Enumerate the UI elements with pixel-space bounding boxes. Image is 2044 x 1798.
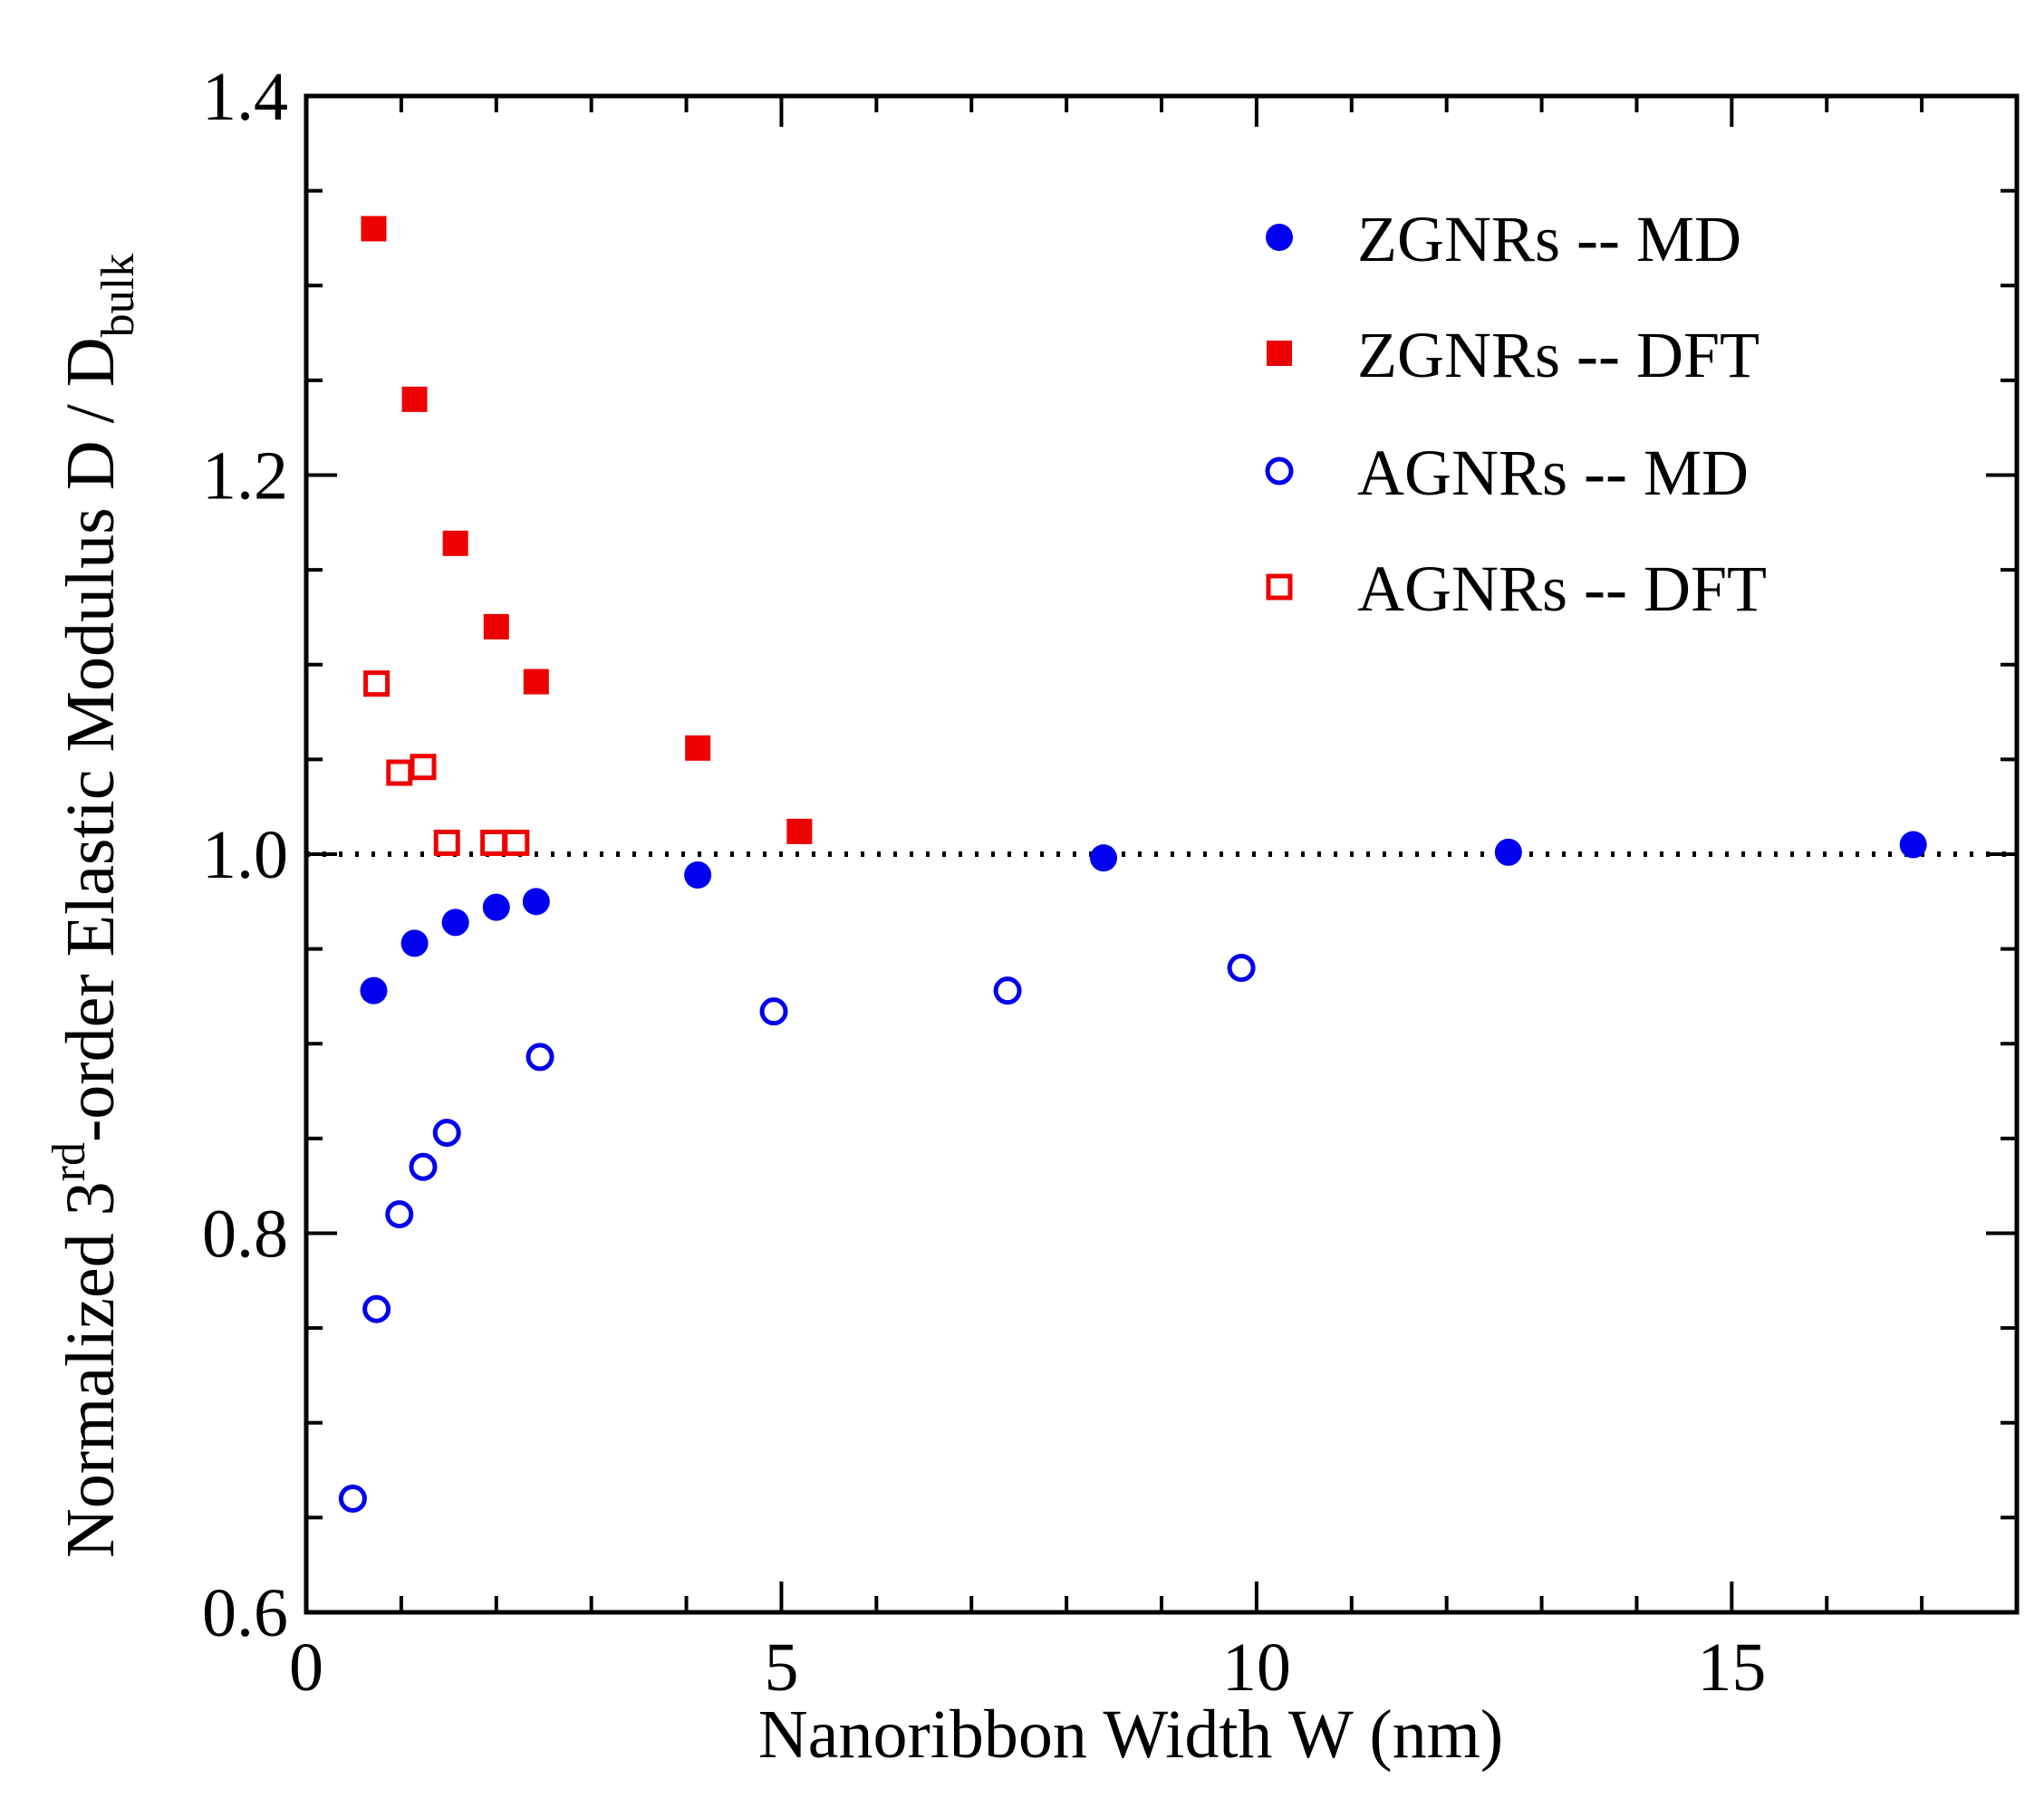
legend-label: ZGNRs -- DFT: [1357, 319, 1760, 391]
x-tick-label: 0: [289, 1630, 323, 1706]
data-point: [362, 1294, 391, 1323]
ticks-layer: 0 5 10 15 0.6 0.8 1.0 1.2 1.4: [202, 59, 2017, 1706]
legend-entry: ZGNRs -- MD: [1266, 203, 1741, 275]
data-point: [993, 976, 1022, 1005]
data-point: [432, 1119, 461, 1148]
data-point: [338, 1484, 367, 1513]
data-point: [684, 861, 712, 889]
y-axis-label-suffix: -order Elastic Modulus D / D: [53, 337, 129, 1142]
legend-entry: ZGNRs -- DFT: [1267, 319, 1760, 391]
x-tick-label: 5: [764, 1630, 798, 1706]
data-point: [482, 893, 510, 921]
legend-marker: [1266, 573, 1293, 601]
data-point: [441, 909, 469, 937]
data-point: [385, 1200, 414, 1229]
legend-entry: AGNRs -- DFT: [1266, 553, 1767, 625]
data-point: [1090, 844, 1118, 872]
legend-marker: [1267, 341, 1292, 366]
legend-entry: AGNRs -- MD: [1265, 437, 1749, 509]
y-axis-label-prefix: Normalized 3: [53, 1181, 129, 1558]
x-tick-label: 15: [1697, 1630, 1766, 1706]
data-point: [409, 1152, 438, 1181]
data-point: [786, 818, 813, 844]
data-point: [442, 530, 468, 556]
y-tick-label: 1.2: [202, 438, 288, 514]
data-point: [363, 670, 390, 697]
y-tick-label: 0.8: [202, 1197, 288, 1273]
data-point: [522, 888, 550, 916]
data-point: [1899, 831, 1927, 859]
legend-label: ZGNRs -- MD: [1357, 203, 1741, 275]
y-axis-label-superscript: rd: [43, 1142, 95, 1181]
data-point: [685, 735, 711, 761]
data-point: [410, 754, 437, 781]
data-point: [523, 668, 549, 695]
series-3: [363, 670, 530, 856]
y-tick-label: 1.4: [202, 59, 288, 135]
data-point: [386, 759, 413, 786]
data-point: [361, 216, 387, 242]
x-axis-label: Nanoribbon Width W (nm): [758, 1697, 1503, 1773]
x-tick-label: 10: [1222, 1630, 1291, 1706]
legend-label: AGNRs -- DFT: [1357, 553, 1767, 625]
series-2: [338, 954, 1256, 1513]
data-point: [360, 976, 388, 1005]
data-point: [503, 829, 530, 856]
axis-labels: Nanoribbon Width W (nm) Normalized 3rd-o…: [43, 254, 1503, 1773]
legend-marker: [1266, 224, 1293, 251]
data-point: [1227, 954, 1256, 983]
y-tick-label: 0.6: [202, 1575, 288, 1651]
y-tick-label: 1.0: [202, 817, 288, 893]
data-point: [433, 829, 460, 856]
data-point: [1494, 838, 1522, 866]
y-axis-label-subscript: bulk: [92, 254, 144, 337]
data-points-layer: [338, 216, 1927, 1513]
legend-label: AGNRs -- MD: [1357, 437, 1749, 509]
data-point: [400, 929, 429, 957]
data-point: [759, 997, 788, 1026]
data-point: [483, 613, 509, 639]
y-axis-label: Normalized 3rd-order Elastic Modulus D /…: [43, 254, 144, 1558]
data-point: [480, 829, 507, 856]
series-1: [361, 216, 813, 844]
legend-marker: [1265, 457, 1294, 486]
data-point: [401, 386, 428, 412]
series-0: [360, 831, 1927, 1005]
legend: ZGNRs -- MD ZGNRs -- DFT AGNRs -- MD AGNRs …: [1265, 203, 1767, 625]
data-point: [525, 1043, 554, 1072]
